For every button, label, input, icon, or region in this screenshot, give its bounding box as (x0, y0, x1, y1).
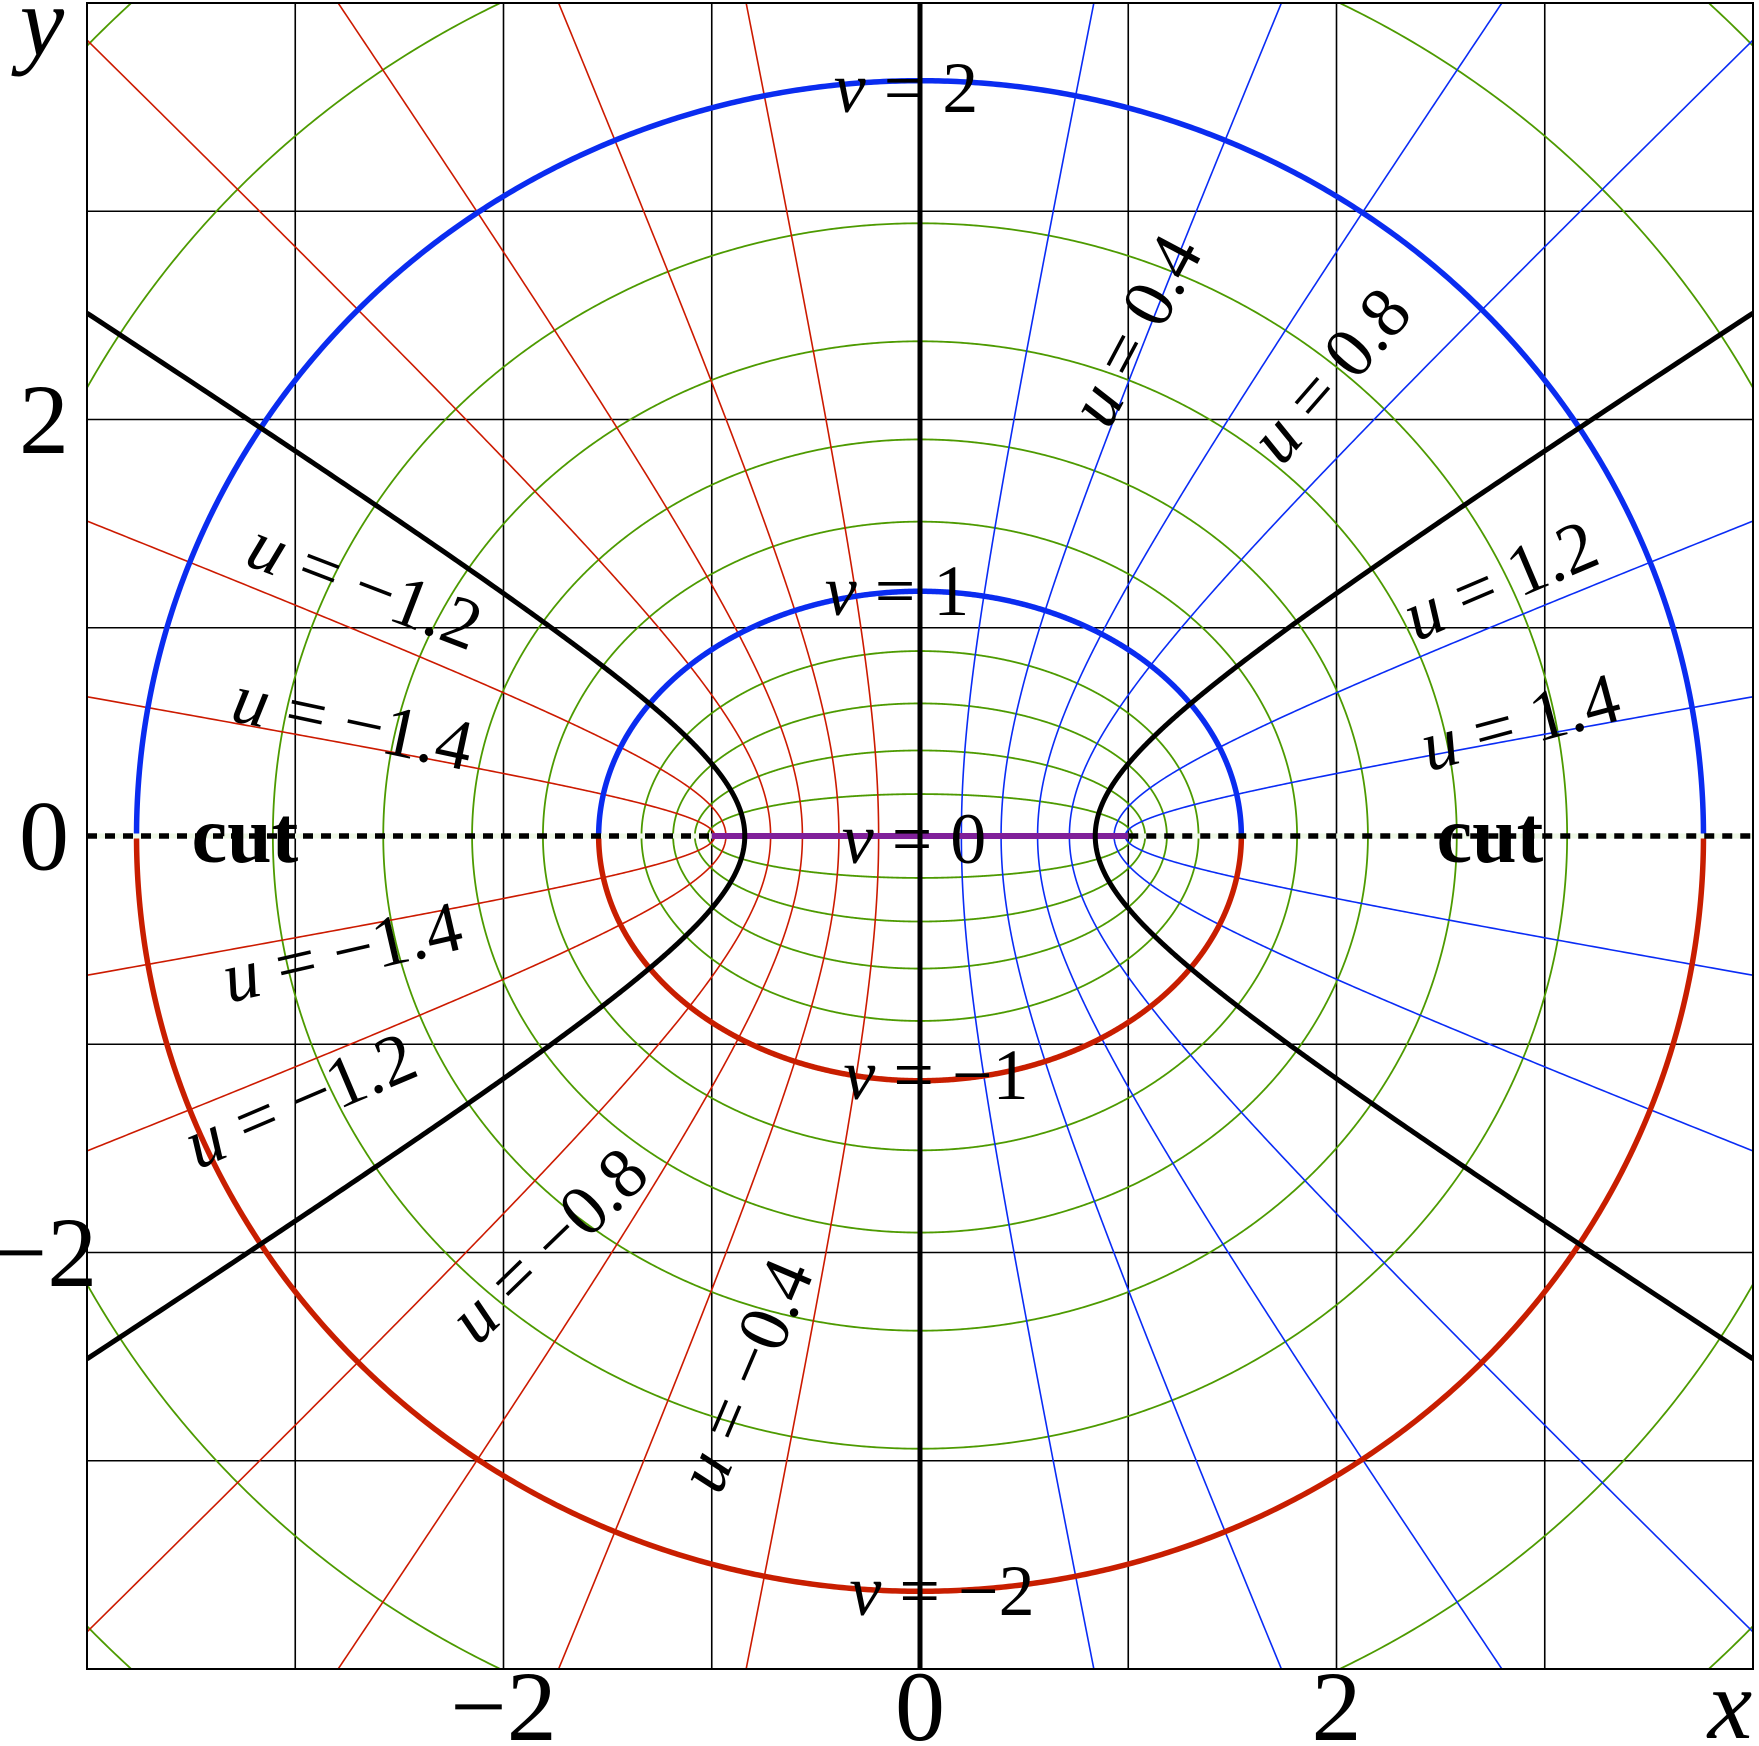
x-tick-label: −2 (450, 1651, 556, 1746)
u-curve-thick (1092, 311, 1753, 1361)
x-tick-label: 0 (895, 1651, 945, 1746)
y-tick-label: 0 (19, 781, 69, 892)
label-u-0.8: u = 0.8 (1233, 272, 1426, 477)
label-u-minus-1.4-upper: u = −1.4 (226, 658, 481, 787)
label-u-minus-1.4-lower: u = −1.4 (215, 886, 470, 1019)
plot-area (87, 3, 1753, 1669)
label-u-1.2: u = 1.2 (1391, 504, 1609, 657)
v-curve-lower (87, 1283, 1753, 1669)
plot-frame (86, 2, 1754, 1670)
label-v-minus-2: v = −2 (849, 1551, 1034, 1631)
thick-curves (87, 3, 1753, 1669)
label-u-minus-1.2-upper: u = −1.2 (237, 504, 493, 666)
x-axis-label: x (1706, 1649, 1752, 1746)
y-tick-label: −2 (0, 1197, 97, 1308)
cut-label-left: cut (192, 792, 299, 880)
u-curve-thick (87, 311, 748, 1361)
v-curve-lower (87, 1625, 1753, 1669)
label-v-2: v = 2 (834, 48, 979, 128)
label-v-1: v = 1 (825, 551, 970, 631)
label-u-0.4: u = 0.4 (1052, 222, 1218, 438)
v-curve-upper (87, 3, 1753, 47)
v-curve-upper (87, 3, 1753, 389)
y-axis-label: y (11, 0, 65, 77)
label-u-1.4: u = 1.4 (1412, 657, 1628, 787)
label-v-0: v = 0 (842, 799, 987, 879)
x-tick-label: 2 (1312, 1651, 1362, 1746)
cut-label-right: cut (1437, 792, 1544, 880)
y-tick-label: 2 (19, 364, 69, 475)
label-v-minus-1: v = −1 (843, 1035, 1028, 1115)
label-u-minus-0.4: u = −0.4 (661, 1247, 830, 1502)
